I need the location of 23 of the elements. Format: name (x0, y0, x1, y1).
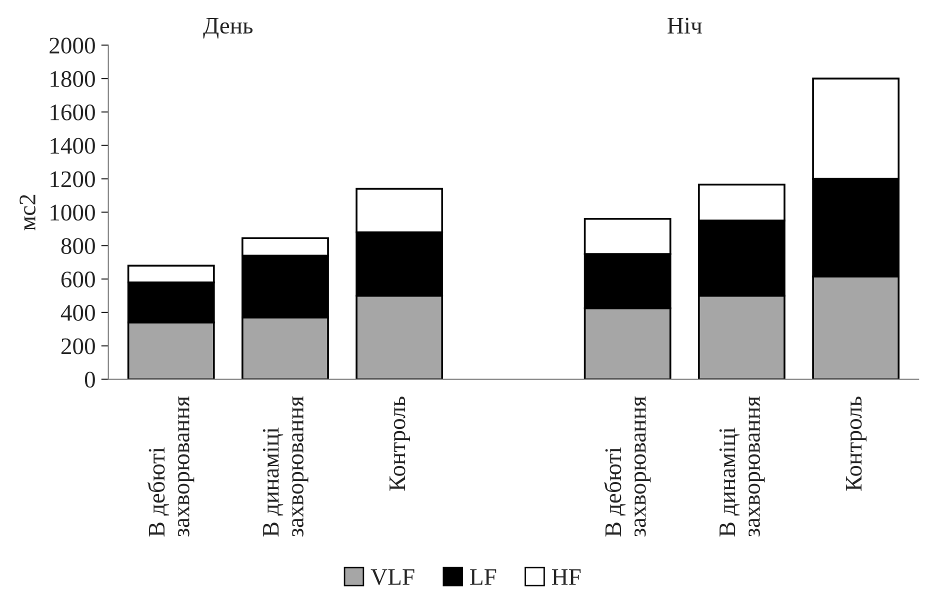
legend-label: HF (552, 569, 581, 585)
x-tick-label: В дебюті захворювання (148, 396, 194, 537)
x-tick-label: Контроль (390, 396, 410, 491)
text: Ніч (668, 18, 702, 34)
y-tick-label: 1600 (50, 104, 95, 120)
x-tick-label: В динаміці захворювання (719, 396, 765, 537)
y-tick-label: 800 (61, 238, 95, 254)
x-tick-label: Контроль (846, 396, 867, 491)
y-tick-label: 1400 (50, 138, 95, 154)
y-tick-label: 1000 (50, 204, 95, 221)
x-tick-label: В динаміці захворювання (262, 396, 308, 537)
y-tick-label: 200 (61, 338, 95, 354)
x-tick-label: В дебюті захворювання (604, 396, 651, 537)
y-tick-label: 600 (61, 272, 95, 288)
y-tick-label: 1200 (50, 171, 95, 188)
y-tick-label: 0 (84, 372, 95, 388)
y-axis-title: мс2 (20, 194, 36, 230)
text: День (203, 18, 253, 38)
y-tick-label: 400 (60, 304, 95, 321)
y-tick-label: 1800 (50, 71, 95, 87)
y-tick-label: 2000 (50, 38, 95, 54)
legend-label: LF (470, 569, 496, 585)
legend-label: VLF (370, 569, 414, 586)
